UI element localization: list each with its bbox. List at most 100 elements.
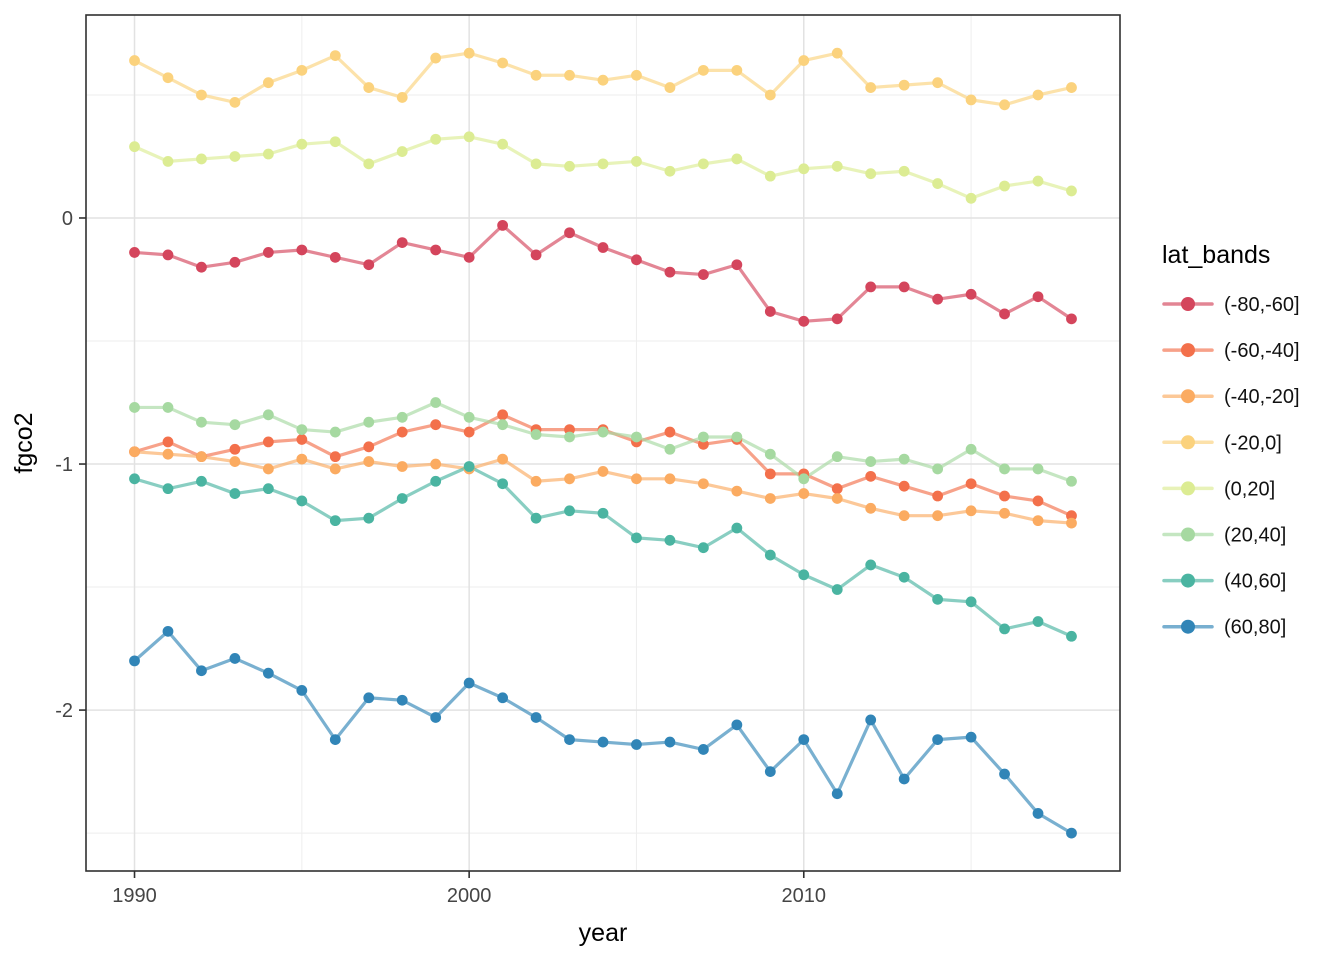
data-point	[764, 468, 776, 480]
data-point	[731, 485, 743, 497]
data-point	[396, 411, 408, 423]
data-point	[162, 483, 174, 495]
data-point	[396, 92, 408, 103]
data-point	[363, 259, 375, 271]
data-point	[965, 596, 977, 608]
data-point	[898, 510, 910, 522]
data-point	[999, 490, 1010, 502]
data-point	[831, 47, 843, 59]
data-point	[329, 734, 341, 746]
data-point	[664, 426, 676, 438]
data-point	[564, 160, 575, 172]
data-point	[932, 490, 944, 502]
legend-key-dot	[1181, 527, 1195, 542]
data-point	[129, 446, 140, 458]
data-point	[597, 736, 609, 748]
data-point	[296, 453, 308, 465]
x-tick-label: 2010	[782, 885, 827, 907]
data-point	[229, 96, 241, 108]
data-point	[898, 453, 910, 465]
data-point	[731, 259, 743, 271]
legend-key-dot	[1181, 573, 1195, 588]
legend-key-dot	[1181, 343, 1195, 358]
y-tick-label: 0	[62, 208, 73, 230]
data-point	[196, 416, 207, 428]
data-point	[764, 306, 776, 317]
data-point	[430, 712, 442, 723]
data-point	[396, 426, 408, 438]
legend-item-label: (-80,-60]	[1224, 294, 1300, 316]
data-point	[430, 458, 442, 470]
legend-key-dot	[1181, 619, 1195, 634]
data-point	[329, 426, 341, 438]
data-point	[664, 443, 676, 455]
data-point	[898, 773, 910, 785]
data-point	[932, 510, 944, 522]
data-point	[329, 136, 341, 148]
data-point	[898, 281, 910, 293]
legend-key-dot	[1181, 481, 1195, 496]
data-point	[831, 160, 843, 172]
data-point	[764, 448, 776, 460]
data-point	[497, 478, 509, 490]
data-point	[965, 443, 977, 455]
data-point	[865, 168, 877, 180]
data-point	[396, 694, 408, 706]
data-point	[296, 64, 308, 76]
data-point	[831, 584, 843, 595]
data-point	[697, 269, 709, 280]
data-point	[597, 466, 609, 477]
data-point	[631, 254, 642, 266]
x-tick-label: 1990	[112, 885, 157, 907]
data-point	[329, 515, 341, 527]
data-point	[564, 431, 575, 443]
series-points-layer	[129, 47, 1077, 839]
data-point	[430, 244, 442, 256]
data-point	[999, 507, 1010, 519]
data-point	[497, 57, 509, 69]
data-point	[1066, 827, 1077, 839]
data-point	[296, 244, 308, 256]
data-point	[430, 52, 442, 64]
data-point	[497, 419, 509, 431]
data-point	[597, 426, 609, 438]
data-point	[1032, 89, 1044, 101]
data-point	[396, 146, 408, 157]
legend-item-0: (-80,-60]	[1162, 294, 1300, 316]
data-point	[229, 419, 241, 431]
data-point	[865, 456, 877, 467]
data-point	[1032, 175, 1044, 187]
data-point	[697, 478, 709, 490]
data-point	[162, 72, 174, 84]
data-point	[430, 419, 442, 431]
data-point	[262, 77, 274, 89]
legend-item-2: (-40,-20]	[1162, 386, 1300, 408]
data-point	[363, 512, 375, 524]
data-point	[329, 463, 341, 475]
data-point	[363, 82, 375, 93]
data-point	[999, 180, 1010, 192]
data-point	[664, 266, 676, 278]
data-point	[229, 488, 241, 499]
data-point	[329, 251, 341, 263]
data-point	[965, 288, 977, 300]
series-points-6	[129, 461, 1077, 642]
data-point	[396, 493, 408, 504]
data-point	[262, 148, 274, 160]
data-point	[530, 512, 542, 524]
legend-item-label: (-40,-20]	[1224, 386, 1300, 408]
data-point	[1032, 291, 1044, 303]
data-point	[296, 685, 308, 696]
data-point	[999, 768, 1010, 780]
data-point	[697, 158, 709, 170]
data-point	[697, 744, 709, 755]
data-point	[129, 141, 140, 153]
data-point	[631, 69, 642, 81]
legend-key-dot	[1181, 389, 1195, 404]
data-point	[129, 55, 140, 66]
data-point	[865, 82, 877, 93]
data-point	[530, 158, 542, 170]
data-point	[831, 451, 843, 463]
data-point	[1032, 495, 1044, 507]
